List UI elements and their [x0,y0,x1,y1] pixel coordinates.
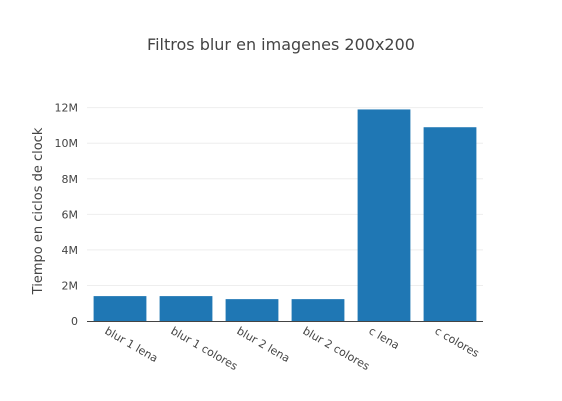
bar-blur-2-colores[interactable] [291,299,345,321]
x-tick-label: c lena [367,324,402,352]
y-tick-label: 10M [55,137,79,150]
bars [93,109,477,321]
bar-blur-1-lena[interactable] [93,296,147,321]
y-tick-label: 8M [62,173,79,186]
bar-blur-2-lena[interactable] [225,299,279,321]
bar-c-colores[interactable] [423,127,477,321]
chart-title: Filtros blur en imagenes 200x200 [147,35,415,54]
x-tick-label: blur 2 colores [301,324,373,373]
y-axis-label: Tiempo en ciclos de clock [31,127,46,295]
y-tick-label: 6M [62,208,79,221]
y-tick-label: 2M [62,279,79,292]
y-tick-label: 12M [55,102,79,115]
x-tick-label: blur 1 lena [103,324,161,365]
bar-c-lena[interactable] [357,109,411,321]
bar-blur-1-colores[interactable] [159,296,213,321]
gridlines [87,107,483,286]
y-tick-label: 4M [62,244,79,257]
x-tick-label: blur 2 lena [235,324,293,365]
x-tick-label: c colores [433,324,482,360]
y-tick-labels: 0 2M 4M 6M 8M 10M 12M [55,102,79,328]
x-tick-label: blur 1 colores [169,324,241,373]
y-tick-label: 0 [71,315,78,328]
